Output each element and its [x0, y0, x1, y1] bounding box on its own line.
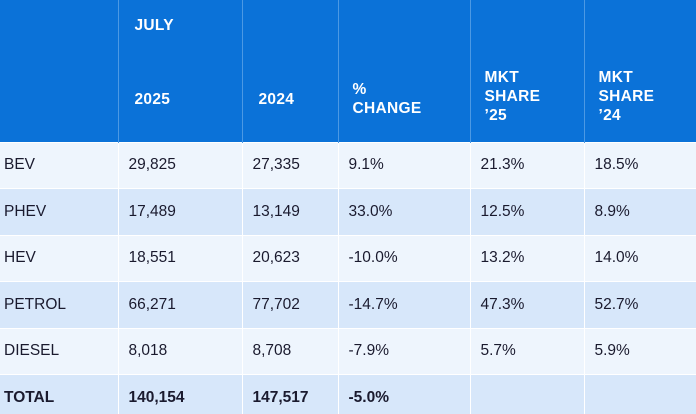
value-share-25: 12.5%: [469, 188, 584, 235]
header-share24-line2: SHARE: [598, 88, 655, 105]
value-share-24: 52.7%: [583, 281, 696, 328]
value-2025: 66,271: [117, 281, 242, 328]
header-percent-change: % CHANGE: [337, 0, 470, 142]
row-label: TOTAL: [0, 374, 118, 414]
header-2025: JULY 2025: [117, 0, 242, 142]
row-label: PHEV: [0, 188, 118, 235]
value-share-24: 5.9%: [583, 327, 696, 375]
header-share25-line2: SHARE: [484, 88, 541, 105]
header-2024: 2024: [241, 0, 338, 142]
table-body: BEV 29,825 27,335 9.1% 21.3% 18.5% PHEV …: [0, 141, 696, 414]
header-share25-line1: MKT: [484, 69, 519, 86]
value-share-24: [583, 374, 696, 414]
table-row-bev: BEV 29,825 27,335 9.1% 21.3% 18.5%: [0, 141, 696, 189]
value-change: -10.0%: [337, 234, 470, 282]
value-change: -5.0%: [337, 374, 470, 414]
header-corner-cell: [0, 0, 118, 142]
header-2025-label: 2025: [134, 91, 171, 108]
value-2025: 17,489: [117, 188, 242, 235]
value-share-25: 47.3%: [469, 281, 584, 328]
value-share-25: 13.2%: [469, 234, 584, 282]
row-label: HEV: [0, 234, 118, 282]
table-row-phev: PHEV 17,489 13,149 33.0% 12.5% 8.9%: [0, 188, 696, 235]
header-mkt-share-25: MKT SHARE ’25: [469, 0, 584, 142]
value-2024: 13,149: [241, 188, 338, 235]
table-row-total: TOTAL 140,154 147,517 -5.0%: [0, 374, 696, 414]
value-2024: 8,708: [241, 327, 338, 375]
header-row: JULY 2025 2024 % CHANGE MKT SHARE: [0, 0, 696, 142]
value-change: -7.9%: [337, 327, 470, 375]
value-2025: 140,154: [117, 374, 242, 414]
value-change: 9.1%: [337, 141, 470, 189]
header-percent-line2: CHANGE: [352, 100, 422, 117]
table-header: JULY 2025 2024 % CHANGE MKT SHARE: [0, 0, 696, 142]
value-change: 33.0%: [337, 188, 470, 235]
value-share-24: 8.9%: [583, 188, 696, 235]
header-share25-line3: ’25: [484, 107, 507, 124]
header-share24-line3: ’24: [598, 107, 621, 124]
value-change: -14.7%: [337, 281, 470, 328]
value-2025: 18,551: [117, 234, 242, 282]
row-label: PETROL: [0, 281, 118, 328]
row-label: BEV: [0, 141, 118, 189]
value-share-24: 18.5%: [583, 141, 696, 189]
value-share-25: 5.7%: [469, 327, 584, 375]
value-2025: 8,018: [117, 327, 242, 375]
header-mkt-share-24: MKT SHARE ’24: [583, 0, 696, 142]
value-share-24: 14.0%: [583, 234, 696, 282]
table-row-diesel: DIESEL 8,018 8,708 -7.9% 5.7% 5.9%: [0, 327, 696, 375]
value-share-25: 21.3%: [469, 141, 584, 189]
value-2024: 20,623: [241, 234, 338, 282]
value-share-25: [469, 374, 584, 414]
july-group-label: JULY: [134, 17, 174, 34]
row-label: DIESEL: [0, 327, 118, 375]
table-row-hev: HEV 18,551 20,623 -10.0% 13.2% 14.0%: [0, 234, 696, 282]
table-row-petrol: PETROL 66,271 77,702 -14.7% 47.3% 52.7%: [0, 281, 696, 328]
header-2024-label: 2024: [258, 91, 295, 108]
header-percent-line1: %: [352, 81, 367, 98]
value-2024: 147,517: [241, 374, 338, 414]
value-2024: 27,335: [241, 141, 338, 189]
value-2024: 77,702: [241, 281, 338, 328]
header-share24-line1: MKT: [598, 69, 633, 86]
value-2025: 29,825: [117, 141, 242, 189]
